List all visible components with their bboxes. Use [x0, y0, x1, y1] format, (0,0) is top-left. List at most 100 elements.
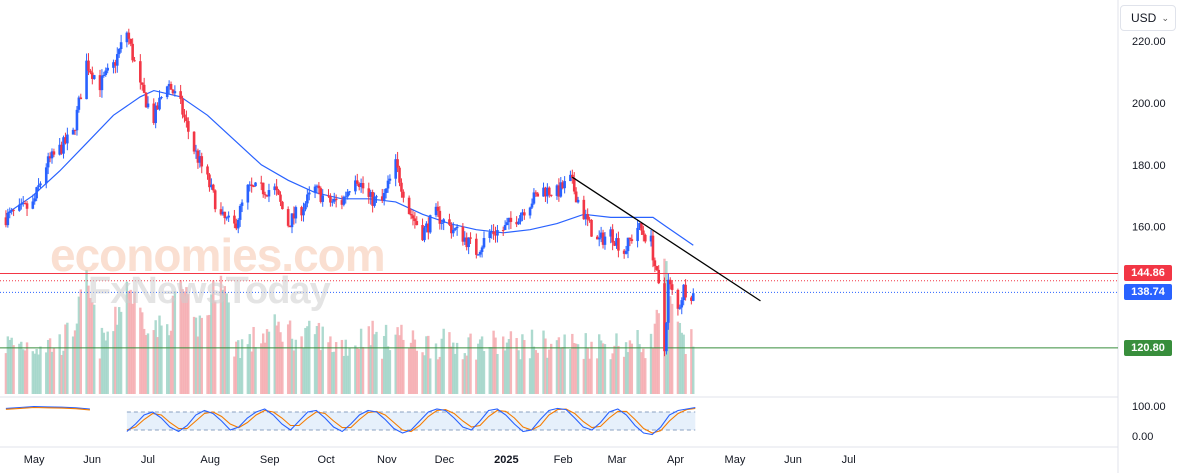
volume-bar [642, 348, 645, 394]
volume-bar [141, 312, 144, 394]
candle-body [152, 103, 156, 124]
candle-body [73, 129, 77, 131]
volume-bar [503, 350, 507, 394]
volume-bar [10, 337, 13, 394]
candle-body [259, 182, 263, 184]
volume-bar [133, 291, 136, 394]
candle-body [252, 186, 255, 188]
volume-bar [146, 333, 150, 394]
candle-body [563, 181, 566, 189]
volume-bar [331, 352, 334, 394]
candle-body [104, 70, 108, 76]
volume-bar [480, 336, 484, 394]
volume-bar [588, 358, 591, 394]
volume-bar [118, 307, 121, 394]
volume-bar [106, 331, 109, 394]
candle-body [613, 242, 616, 246]
volume-bar [475, 359, 478, 394]
time-tick-label: Oct [318, 454, 335, 466]
candle-body [115, 54, 119, 66]
volume-bar [509, 331, 513, 394]
trendline[interactable] [571, 176, 761, 302]
volume-bar [573, 343, 576, 394]
oscillator-k-line [126, 406, 696, 436]
volume-bar [467, 337, 470, 394]
candle-body [307, 192, 311, 195]
candle-body [169, 83, 173, 90]
candle-body [129, 38, 133, 44]
candle-body [173, 91, 177, 94]
candle-body [369, 192, 373, 197]
volume-bar [576, 344, 580, 394]
candle-body [678, 307, 682, 309]
volume-bar [210, 294, 213, 394]
volume-bar [185, 287, 188, 394]
volume-bar [160, 325, 163, 394]
volume-bar [104, 340, 107, 394]
candle-body [340, 200, 344, 205]
candle-body [127, 32, 131, 39]
candle-body [561, 182, 565, 189]
candle-body [409, 214, 413, 216]
candle-body [519, 214, 522, 222]
price-axis[interactable]: 220.00 200.00 180.00 160.00 100.00 0.00 [1132, 36, 1166, 443]
candle-body [23, 203, 27, 205]
volume-bar [263, 342, 267, 394]
candle-body [85, 60, 88, 100]
volume-bar [340, 339, 344, 394]
candle-body [482, 237, 486, 248]
candle-body [505, 222, 509, 226]
volume-bar [342, 355, 346, 394]
time-tick-label: Jun [83, 454, 101, 466]
time-tick-label: Jun [784, 454, 802, 466]
volume-bar [166, 324, 169, 394]
price-tick-label: 160.00 [1132, 222, 1166, 234]
candle-body [35, 187, 38, 199]
volume-bar [196, 336, 200, 394]
volume-bar [194, 317, 198, 394]
candle-body [665, 322, 668, 352]
candle-body [523, 212, 526, 216]
volume-bar [75, 323, 79, 394]
candle-body [388, 178, 392, 181]
time-tick-label: May [24, 454, 45, 466]
currency-selector[interactable]: USD ⌄ [1120, 5, 1176, 31]
volume-bar [478, 339, 482, 394]
candle-body [144, 92, 148, 108]
volume-bar [93, 304, 96, 394]
oscillator-tick-label: 0.00 [1132, 431, 1153, 443]
volume-bar [50, 351, 54, 394]
candle-body [425, 223, 428, 228]
candle-body [651, 235, 655, 261]
candle-body [423, 227, 426, 241]
candle-body [682, 284, 685, 301]
volume-bar [384, 324, 388, 394]
volume-bar [102, 332, 106, 394]
volume-bar [98, 358, 102, 394]
candle-body [555, 185, 559, 196]
candle-body [33, 198, 37, 202]
volume-bar [584, 333, 587, 394]
volume-bar [507, 339, 511, 394]
volume-bar [254, 347, 257, 394]
candle-body [517, 221, 520, 225]
volume-bar [127, 290, 130, 394]
volume-bar [373, 334, 376, 394]
candle-body [342, 196, 346, 205]
candle-body [440, 222, 444, 224]
candle-body [603, 236, 607, 245]
candle-body [25, 203, 29, 209]
volume-bar [246, 344, 250, 394]
candle-body [373, 196, 376, 206]
volume-bar [361, 347, 365, 394]
candle-body [557, 185, 561, 197]
candle-body [398, 167, 401, 183]
volume-bar [678, 322, 682, 394]
candle-body [165, 86, 169, 98]
candle-body [507, 217, 511, 223]
time-axis[interactable]: May Jun Jul Aug Sep Oct Nov Dec 2025 Feb Mar Apr May… [24, 454, 856, 466]
candle-body [400, 182, 403, 192]
candle-body [584, 214, 588, 220]
volume-bar [334, 342, 338, 394]
